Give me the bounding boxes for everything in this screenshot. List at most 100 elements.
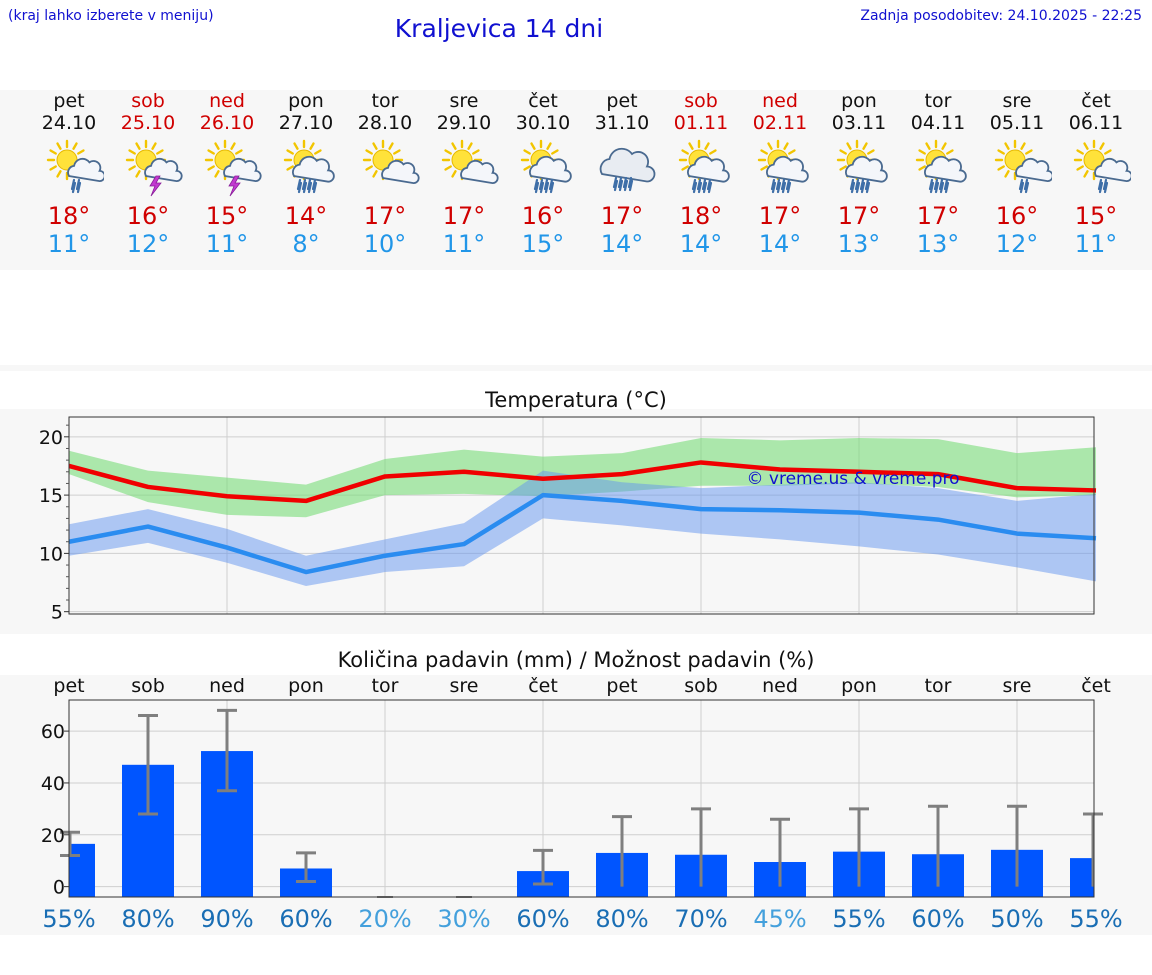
max-temp: 15°: [205, 202, 249, 230]
day-date: 06.11: [1068, 112, 1124, 134]
x-category-label: tor: [925, 675, 952, 697]
day-date: 01.11: [673, 112, 729, 134]
sun-cloud-heavy-rain-icon: [836, 139, 888, 194]
max-temp: 16°: [995, 202, 1039, 230]
sun-cloud-heavy-rain-icon: [757, 139, 809, 194]
precip-probability: 55%: [42, 905, 95, 933]
x-category-label: ned: [762, 675, 798, 697]
precip-probability: 90%: [200, 905, 253, 933]
min-temp: 11°: [47, 230, 91, 258]
y-tick-label: 40: [41, 773, 65, 795]
min-temp-band: [69, 470, 1096, 587]
x-category-label: čet: [1081, 675, 1111, 697]
min-temp: 8°: [292, 230, 320, 258]
day-name: sre: [449, 90, 479, 112]
min-temp: 15°: [521, 230, 565, 258]
x-category-label: pet: [606, 675, 637, 697]
precip-probability: 80%: [121, 905, 174, 933]
min-temp: 11°: [1074, 230, 1118, 258]
day-column: sre 29.10 17° 11°: [424, 90, 504, 258]
day-name: pet: [606, 90, 638, 112]
precip-probability: 60%: [516, 905, 569, 933]
precip-probability: 30%: [437, 905, 490, 933]
day-column: sob 25.10 16° 12°: [108, 90, 188, 258]
x-category-label: sre: [450, 675, 479, 697]
plot-frame: [68, 416, 1095, 615]
precip-probability: 60%: [911, 905, 964, 933]
day-name: tor: [924, 90, 952, 112]
min-temp: 14°: [758, 230, 802, 258]
x-category-label: pon: [288, 675, 324, 697]
day-column: pet 24.10 18° 11°: [29, 90, 109, 258]
max-temp-line: [68, 460, 1097, 504]
day-name: čet: [528, 90, 558, 112]
precip-probability: 50%: [990, 905, 1043, 933]
day-date: 03.11: [831, 112, 887, 134]
sun-cloud-icon: [362, 139, 420, 185]
sun-cloud-heavy-rain-icon: [678, 139, 730, 194]
min-temp: 10°: [363, 230, 407, 258]
max-temp: 16°: [521, 202, 565, 230]
min-temp: 14°: [679, 230, 723, 258]
day-date: 29.10: [436, 112, 492, 134]
day-name: ned: [209, 90, 245, 112]
watermark: © vreme.us & vreme.pro: [746, 469, 959, 489]
cloud-heavy-rain-icon: [599, 147, 656, 192]
max-temp: 15°: [1074, 202, 1118, 230]
max-temp: 17°: [600, 202, 644, 230]
sun-cloud-heavy-rain-icon: [283, 139, 335, 194]
max-temp: 17°: [442, 202, 486, 230]
max-temp: 18°: [47, 202, 91, 230]
precip-probability: 80%: [595, 905, 648, 933]
x-category-label: sob: [131, 675, 165, 697]
precip-bar: [69, 843, 95, 897]
sun-cloud-rain-icon: [994, 139, 1052, 194]
max-temp: 18°: [679, 202, 723, 230]
y-tick-label: 20: [39, 427, 63, 449]
y-tick-label: 15: [39, 485, 63, 507]
day-column: pet 31.10 17° 14°: [582, 90, 662, 258]
precip-chart-title: Količina padavin (mm) / Možnost padavin …: [337, 648, 815, 672]
y-tick-label: 10: [39, 543, 63, 565]
plot-frame: [68, 699, 1095, 898]
day-column: tor 04.11 17° 13°: [898, 90, 978, 258]
min-temp: 13°: [916, 230, 960, 258]
sun-thunder-icon: [204, 139, 262, 197]
sun-cloud-icon: [441, 139, 499, 185]
day-column: čet 30.10 16° 15°: [503, 90, 583, 258]
max-temp: 17°: [837, 202, 881, 230]
day-date: 24.10: [41, 112, 97, 134]
day-name: tor: [371, 90, 399, 112]
x-category-label: pet: [53, 675, 84, 697]
temperature-chart: 5 10 15 20 © vreme.us & vreme.pro: [39, 416, 1097, 624]
last-update: Zadnja posodobitev: 24.10.2025 - 22:25: [860, 8, 1142, 24]
day-name: sre: [1002, 90, 1032, 112]
x-category-label: tor: [372, 675, 399, 697]
min-temp: 13°: [837, 230, 881, 258]
precip-probability: 20%: [358, 905, 411, 933]
page-title: Kraljevica 14 dni: [394, 14, 604, 43]
y-tick-label: 60: [41, 721, 65, 743]
min-temp-line: [68, 492, 1097, 575]
precip-probability: 60%: [279, 905, 332, 933]
day-date: 31.10: [594, 112, 650, 134]
day-name: ned: [762, 90, 798, 112]
day-name: pet: [53, 90, 85, 112]
min-temp: 12°: [126, 230, 170, 258]
day-date: 27.10: [278, 112, 334, 134]
day-column: ned 26.10 15° 11°: [187, 90, 267, 258]
y-tick-label: 0: [53, 877, 65, 899]
precip-probability: 70%: [674, 905, 727, 933]
precip-probability: 45%: [753, 905, 806, 933]
sun-cloud-heavy-rain-icon: [520, 139, 572, 194]
day-name: čet: [1081, 90, 1111, 112]
max-temp: 17°: [363, 202, 407, 230]
x-category-label: ned: [209, 675, 245, 697]
day-column: čet 06.11 15° 11°: [1056, 90, 1136, 258]
sun-cloud-rain-icon: [1073, 139, 1131, 194]
day-date: 26.10: [199, 112, 255, 134]
min-temp: 14°: [600, 230, 644, 258]
sun-cloud-heavy-rain-icon: [915, 139, 967, 194]
x-category-label: sre: [1003, 675, 1032, 697]
day-column: sre 05.11 16° 12°: [977, 90, 1057, 258]
